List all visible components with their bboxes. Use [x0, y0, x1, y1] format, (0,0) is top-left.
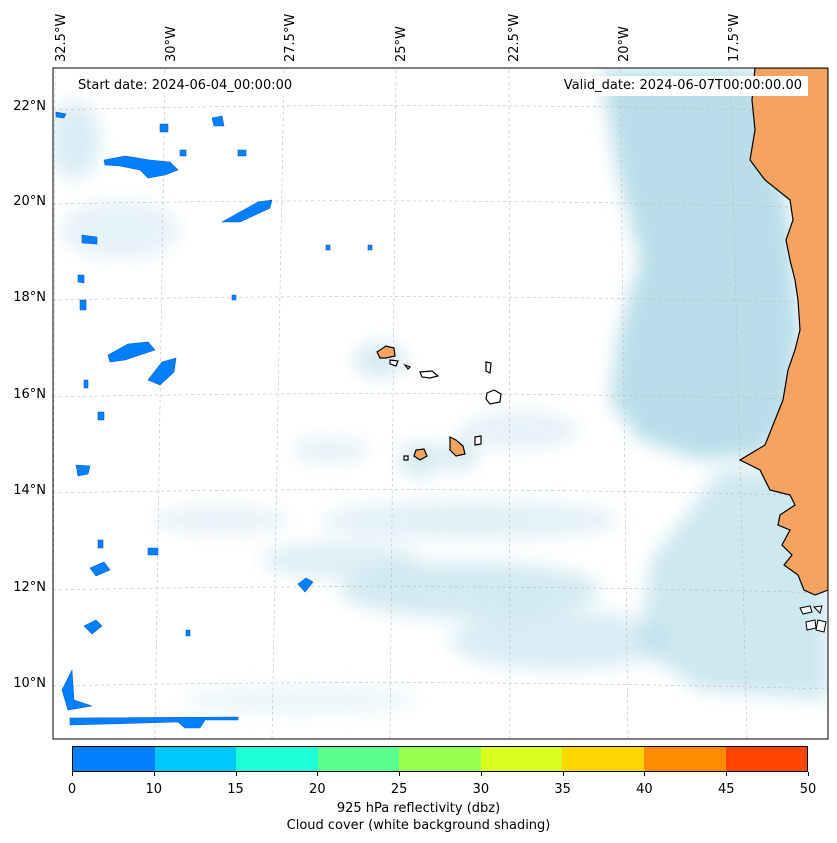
colorbar-segment [236, 747, 318, 771]
cloud-cover-shading [53, 70, 828, 714]
colorbar-segment [317, 747, 400, 771]
colorbar-tickmark [72, 772, 73, 776]
colorbar-tickmark [562, 772, 564, 776]
longitude-label: 17.5°W [727, 13, 742, 62]
latitude-label: 16°N [13, 387, 46, 402]
colorbar-tickmark [153, 772, 155, 776]
colorbar-tick-label: 25 [390, 782, 408, 797]
colorbar-tick-label: 15 [227, 782, 244, 797]
colorbar-tick-label: 45 [717, 782, 735, 797]
longitude-label: 22.5°W [507, 13, 522, 62]
latitude-label: 22°N [13, 99, 46, 114]
latitude-label: 12°N [13, 580, 46, 595]
colorbar-segment [154, 747, 237, 771]
latitude-label: 18°N [13, 290, 46, 305]
colorbar-tickmark [480, 772, 482, 776]
colorbar-tick-label: 30 [472, 782, 490, 797]
colorbar-tickmark [644, 772, 646, 776]
colorbar-tick-label: 20 [309, 782, 326, 797]
colorbar-tick-label: 10 [145, 782, 163, 797]
colorbar-tickmark [235, 772, 237, 776]
colorbar [72, 746, 808, 772]
africa-land [738, 68, 828, 596]
colorbar-segment [73, 747, 155, 771]
colorbar-tick-label: 50 [799, 782, 817, 797]
colorbar-tickmark [317, 772, 319, 776]
longitude-label: 27.5°W [283, 13, 298, 62]
gridlines [53, 69, 828, 739]
colorbar-tickmark [808, 772, 809, 776]
longitude-label: 32.5°W [54, 13, 69, 62]
colorbar-tickmark [399, 772, 401, 776]
longitude-label: 30°W [164, 26, 179, 62]
colorbar-tick-label: 35 [554, 782, 571, 797]
map-frame [52, 67, 829, 740]
latitude-label: 10°N [13, 676, 46, 691]
colorbar-segment [643, 747, 726, 771]
valid-date-label: Valid_date: 2024-06-07T00:00:00.00 [557, 76, 808, 96]
latitude-label: 20°N [13, 194, 46, 209]
colorbar-segment [562, 747, 644, 771]
colorbar-segment [480, 747, 563, 771]
colorbar-tick-label: 40 [636, 782, 653, 797]
colorbar-sublabel: Cloud cover (white background shading) [286, 818, 551, 833]
cape-verde-islands [376, 345, 502, 461]
colorbar-tickmark [726, 772, 728, 776]
colorbar-segment [725, 747, 808, 771]
colorbar-segment [399, 747, 481, 771]
start-date-label: Start date: 2024-06-04_00:00:00 [72, 76, 299, 96]
longitude-label: 20°W [617, 26, 632, 62]
colorbar-label: 925 hPa reflectivity (dbz) [336, 801, 501, 816]
colorbar-tick-label: 0 [67, 782, 77, 797]
longitude-label: 25°W [394, 26, 409, 62]
latitude-label: 14°N [13, 483, 46, 498]
reflectivity-patches [55, 111, 373, 729]
bijagos-islands [799, 605, 827, 633]
